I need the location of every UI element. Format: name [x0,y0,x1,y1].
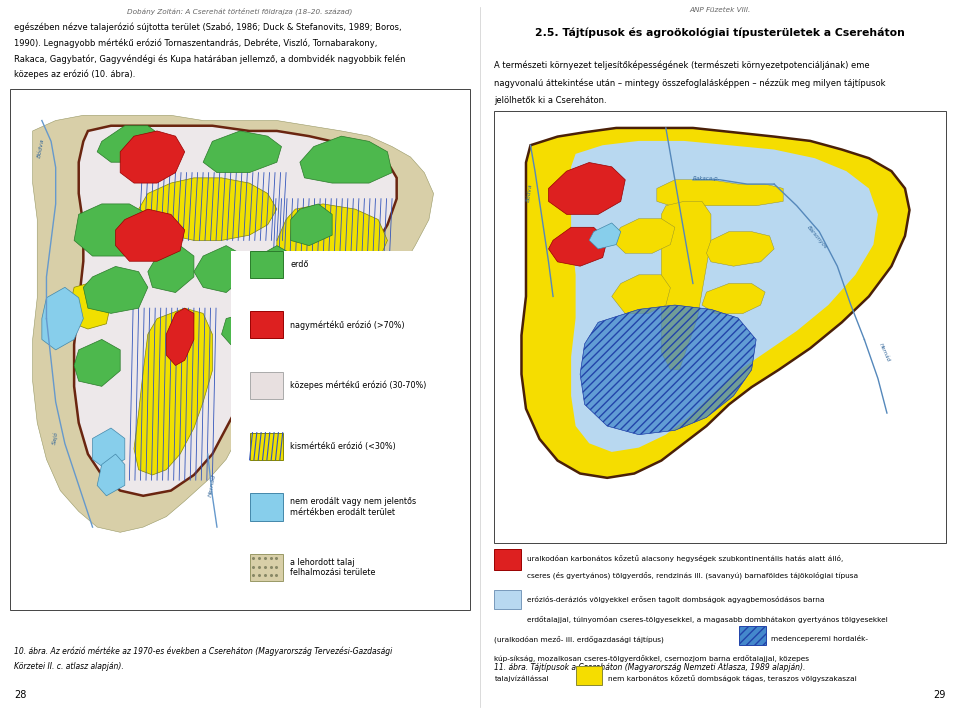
Text: eróziós-deráziós völgyekkel erősen tagolt dombságok agyagbemosódásos barna: eróziós-deráziós völgyekkel erősen tagol… [526,595,824,603]
Bar [494,549,520,570]
Polygon shape [74,126,396,496]
Polygon shape [702,283,765,313]
Polygon shape [291,204,332,246]
Polygon shape [74,204,148,256]
Text: Bódva: Bódva [526,183,534,202]
Text: 29: 29 [933,690,946,700]
Bar [250,372,283,399]
Bar [250,251,283,278]
Polygon shape [580,305,756,435]
Bar [494,111,946,543]
Polygon shape [97,454,125,496]
Text: A természeti környezet teljesítőképességének (természeti környezetpotenciáljának: A természeti környezet teljesítőképesség… [494,61,870,70]
Polygon shape [245,318,342,423]
Polygon shape [258,287,291,318]
Polygon shape [707,231,774,266]
Polygon shape [166,308,194,366]
Text: Körzetei II. c. atlasz alapján).: Körzetei II. c. atlasz alapján). [14,662,124,671]
Polygon shape [97,126,161,162]
Text: erdő: erdő [291,260,309,268]
Bar [230,251,457,496]
Text: kúp-síkság, mozaikosan cseres-tölgyerdőkkel, csernozjom barna erdőtalajjal, köze: kúp-síkság, mozaikosan cseres-tölgyerdők… [494,655,809,663]
Polygon shape [134,308,212,475]
Text: közepes mértékű erózió (30-70%): közepes mértékű erózió (30-70%) [291,381,427,391]
Bar [250,311,283,338]
Text: kismértékű erózió (<30%): kismértékű erózió (<30%) [291,442,396,451]
Polygon shape [42,287,84,350]
Text: nem karbonátos kőzetű dombságok tágas, teraszos völgyszakaszai: nem karbonátos kőzetű dombságok tágas, t… [609,675,857,683]
Polygon shape [661,201,711,370]
Bar [10,89,470,610]
Polygon shape [300,136,392,183]
Polygon shape [138,178,276,241]
Polygon shape [589,223,621,249]
Text: 11. ábra. Tájtípusok a Csereháton (Magyarország Nemzeti Atlasza, 1989 alapján).: 11. ábra. Tájtípusok a Csereháton (Magya… [494,663,805,672]
Polygon shape [521,128,909,478]
Polygon shape [612,275,670,313]
Polygon shape [250,246,296,293]
Text: cseres (és gyertyános) tölgyerdős, rendzinás ill. (savanyú) barnaföldes tájökoló: cseres (és gyertyános) tölgyerdős, rendz… [526,571,857,579]
Text: 28: 28 [14,690,27,700]
Text: Bársonyos: Bársonyos [805,224,828,250]
Polygon shape [33,116,434,533]
Text: Rakaca-p.: Rakaca-p. [693,176,720,181]
Polygon shape [148,246,194,293]
Text: ANP Füzetek VIII.: ANP Füzetek VIII. [689,7,751,13]
Polygon shape [194,246,245,293]
Text: nem erodált vagy nem jelentős
mértékben erodált terület: nem erodált vagy nem jelentős mértékben … [291,497,417,517]
Polygon shape [222,313,253,345]
Polygon shape [115,209,184,261]
Text: Rakaca, Gagybatór, Gagyvéndégi és Kupa határában jellemző, a dombvidék nagyobbik: Rakaca, Gagybatór, Gagyvéndégi és Kupa h… [14,54,406,64]
Text: 1990). Legnagyobb mértékű erózió Tornaszentandrás, Debréte, Viszló, Tornabarakon: 1990). Legnagyobb mértékű erózió Tornasz… [14,39,378,48]
Text: Hernád: Hernád [877,342,891,362]
Text: egészében nézve talajerózió sújtotta terület (Szabó, 1986; Duck & Stefanovits, 1: egészében nézve talajerózió sújtotta ter… [14,23,402,32]
Polygon shape [276,204,388,282]
Polygon shape [571,141,877,452]
Polygon shape [69,282,111,329]
Polygon shape [657,180,783,206]
Bar [576,666,603,685]
Text: uralkodóan karbonátos kőzetű alacsony hegységek szubkontinentális hatás alatt ál: uralkodóan karbonátos kőzetű alacsony he… [526,555,843,562]
Text: 2.5. Tájtípusok és agroökológiai típusterületek a Csereháton: 2.5. Tájtípusok és agroökológiai típuste… [535,27,905,38]
Text: Hernád: Hernád [207,473,217,497]
Text: a lehordott talaj
felhalmozási területe: a lehordott talaj felhalmozási területe [291,558,375,578]
Bar [739,626,766,645]
Text: talajvízállással: talajvízállással [494,675,549,682]
Polygon shape [548,163,625,214]
Text: Bódva: Bódva [37,138,46,158]
Bar [250,493,283,521]
Text: Dobány Zoltán: A Cserehát történeti földrajza (18–20. század): Dobány Zoltán: A Cserehát történeti föld… [128,7,352,15]
Polygon shape [612,218,675,253]
Text: közepes az erózió (10. ábra).: közepes az erózió (10. ábra). [14,70,135,79]
Polygon shape [92,428,125,470]
Text: nagymértékű erózió (>70%): nagymértékű erózió (>70%) [291,320,405,330]
Text: medenceperemi hordalék-: medenceperemi hordalék- [772,635,869,643]
Polygon shape [204,131,281,173]
Text: 10. ábra. Az erózió mértéke az 1970-es években a Csereháton (Magyarország Tervez: 10. ábra. Az erózió mértéke az 1970-es é… [14,646,393,655]
Bar [250,554,283,581]
Polygon shape [74,339,120,386]
Text: nagyvonalú áttekintése után – mintegy összefoglalásképpen – nézzük meg milyen tá: nagyvonalú áttekintése után – mintegy ös… [494,79,886,88]
Text: (uralkodóan mező- ill. erdőgazdasági tájtípus): (uralkodóan mező- ill. erdőgazdasági táj… [494,635,664,643]
Polygon shape [548,227,608,266]
Text: jelölhetők ki a Csereháton.: jelölhetők ki a Csereháton. [494,96,607,106]
Bar [494,590,520,609]
Text: erdőtalajjal, túlnyomóan cseres-tölgyesekkel, a magasabb dombhátakon gyertyános : erdőtalajjal, túlnyomóan cseres-tölgyese… [526,615,887,623]
Text: Sajó: Sajó [51,431,59,445]
Polygon shape [84,266,148,313]
Polygon shape [120,131,184,183]
Bar [250,433,283,460]
